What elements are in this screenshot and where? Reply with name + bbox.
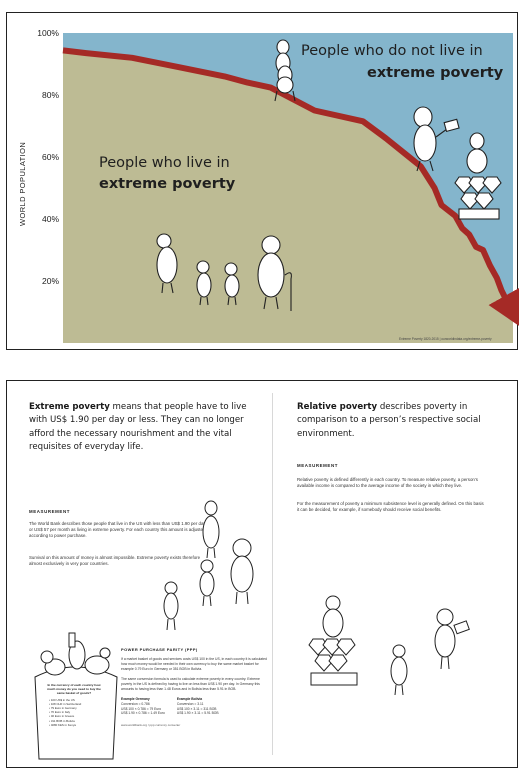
ppp-example-heading: Example Germany: [121, 697, 150, 701]
x-tick-label: 1950: [354, 349, 373, 351]
x-tick-label: 1900: [238, 349, 257, 351]
bag-price-item: • 76 Euro in Italy: [49, 710, 71, 715]
x-tick-label: 1850: [123, 349, 142, 351]
bag-price-item: • 108 CHF in Switzerland: [49, 701, 82, 706]
ppp-paragraph-1: If a market basket of goods and services…: [121, 657, 267, 671]
shopping-bag-illustration: [34, 632, 118, 760]
lower-region-label-line1: People who live in: [99, 155, 230, 171]
chart-source-note: Extreme Poverty 1820-2015 | ourworldinda…: [399, 337, 492, 341]
ppp-example-germany: Example Germany Conversion = 0.786 US$ 1…: [121, 697, 165, 716]
y-tick-label: 40%: [42, 214, 59, 224]
ppp-example-bolivia: Example Bolivia Conversion = 3.11 US$ 10…: [177, 697, 219, 716]
ppp-source-url: www.worldbank.org / ppp currency convert…: [121, 723, 181, 728]
extreme-poverty-definition: means that people have to live with US$ …: [29, 402, 247, 453]
y-tick-label: 60%: [42, 152, 59, 162]
left-measurement-p1: The World Bank describes those people th…: [29, 521, 206, 539]
x-tick-label: 2000: [469, 349, 488, 351]
figure-with-money-illustration: [413, 106, 460, 172]
figure-child-on-shoulders-illustration: [274, 39, 296, 102]
bag-price-item: • 4080 KES in Kenya: [49, 722, 76, 727]
family-figures-illustration: [156, 233, 292, 311]
ppp-title: POWER PURCHASE PARITY (PPP): [121, 647, 198, 652]
bag-price-item: • 311 BOB in Bolivia: [49, 718, 75, 723]
ppp-example-line: US$ 1.90 × 0.786 = 1.49 Euro: [121, 711, 165, 716]
y-tick-label: 20%: [42, 276, 59, 286]
ppp-example-line: US$ 1.90 × 3.11 = 5.91 BOB: [176, 711, 219, 716]
ppp-example-line: Conversion = 0.786: [121, 701, 150, 706]
y-axis-label: WORLD POPULATION: [18, 142, 27, 226]
ppp-examples: Example Germany Conversion = 0.786 US$ 1…: [121, 697, 271, 716]
ppp-example-heading: Example Bolivia: [176, 697, 203, 701]
ppp-paragraph-2: The same conversion formula is used to c…: [121, 677, 260, 691]
lower-region-label-line2: extreme poverty: [99, 176, 236, 192]
right-measurement-p1: Relative poverty is defined differently …: [297, 477, 478, 489]
ppp-example-line: US$ 100 × 0.786 = 79 Euro: [121, 706, 162, 711]
ppp-section: POWER PURCHASE PARITY (PPP) If a market …: [121, 647, 271, 727]
x-tick-label: 1820: [54, 349, 73, 351]
bag-question-box: In the currency of each country how much…: [43, 683, 105, 727]
y-tick-label: 80%: [42, 90, 59, 100]
relative-poverty-lead: Relative poverty describes poverty in co…: [297, 401, 507, 441]
bag-price-list: • 100 US$ in the US • 108 CHF in Switzer…: [43, 698, 105, 727]
x-tick-label: 2015: [501, 349, 519, 351]
left-measurement-p2: Survival on this amount of money is almo…: [29, 555, 201, 567]
upper-region-label-line1: People who do not live in: [301, 43, 483, 59]
right-measurement-p2: For the measurement of poverty a minimum…: [297, 501, 484, 513]
relative-poverty-term: Relative poverty: [297, 402, 378, 412]
ppp-example-line: US$ 100 × 3.11 = 311 BOB: [176, 706, 217, 711]
poverty-trend-line: [62, 47, 519, 328]
poverty-area-chart: 100% 80% 60% 40% 20% 1820 1850 1900 1950 2000 201…: [18, 28, 519, 351]
figure-on-diamonds-illustration: [454, 132, 502, 220]
chart-panel: 100% 80% 60% 40% 20% 1820 1850 1900 1950 2000 201…: [6, 12, 519, 351]
ppp-example-line: Conversion = 3.11: [176, 701, 204, 706]
y-tick-label: 100%: [37, 28, 59, 38]
bag-question: In the currency of each country how much…: [47, 683, 101, 696]
right-measurement-heading: MEASUREMENT: [297, 463, 338, 468]
bag-price-item: • 46 Euro in Greece: [49, 714, 75, 719]
page-gutter: [272, 393, 273, 755]
left-measurement-heading: MEASUREMENT: [29, 509, 70, 514]
bag-price-item: • 100 US$ in the US: [49, 697, 75, 702]
right-page-figures-illustration: [308, 595, 470, 696]
document-spread: Extreme poverty means that people have t…: [6, 380, 518, 768]
upper-region-label-line2: extreme poverty: [367, 65, 504, 81]
bag-price-item: • 79 Euro in Germany: [49, 706, 77, 711]
extreme-poverty-lead: Extreme poverty means that people have t…: [29, 401, 259, 455]
relative-poverty-definition: describes poverty in comparison to a per…: [297, 402, 481, 439]
extreme-poverty-term: Extreme poverty: [29, 402, 110, 412]
left-page-figures-illustration: [163, 500, 254, 631]
